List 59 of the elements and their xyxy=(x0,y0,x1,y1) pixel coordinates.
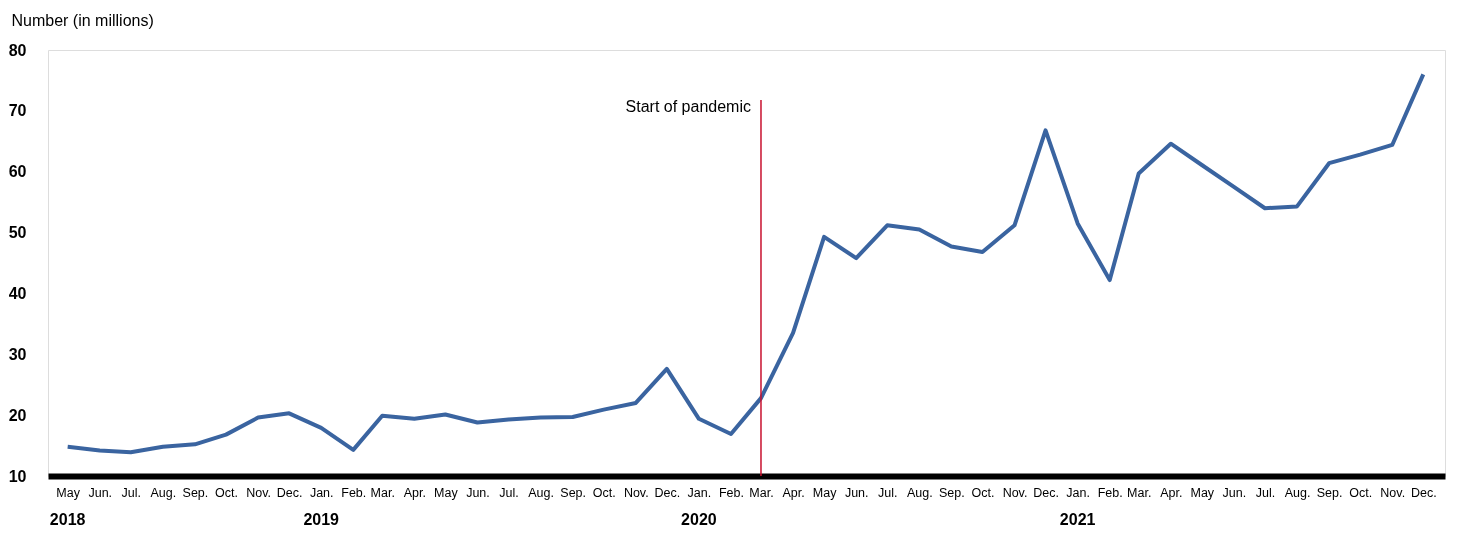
x-tick-label: Aug. xyxy=(906,485,933,500)
y-tick-label: 40 xyxy=(8,284,27,302)
x-tick-label: Jun. xyxy=(88,485,113,500)
x-tick-label: Oct. xyxy=(1349,485,1373,500)
x-tick-label: Sep. xyxy=(560,485,587,500)
x-tick-label: Jul. xyxy=(499,485,519,500)
y-tick-label: 70 xyxy=(8,102,27,120)
x-tick-label: Dec. xyxy=(654,485,681,500)
x-tick-label: Aug. xyxy=(528,485,554,500)
y-tick-label: 80 xyxy=(8,41,27,59)
x-tick-label: Jan. xyxy=(687,485,712,500)
y-tick-label: 20 xyxy=(8,406,27,424)
x-tick-label: Mar. xyxy=(1127,485,1152,500)
y-tick-label: 30 xyxy=(8,345,27,363)
x-tick-label: Nov. xyxy=(1380,485,1406,500)
x-tick-label: Mar. xyxy=(370,485,395,500)
x-tick-label: Oct. xyxy=(215,485,238,500)
x-tick-label: Dec. xyxy=(276,485,303,500)
line-series xyxy=(65,72,1426,455)
text: 2019 xyxy=(303,511,340,528)
x-tick-label: May xyxy=(56,485,81,500)
x-tick-label: Dec. xyxy=(1033,485,1059,500)
x-tick-label: Jul. xyxy=(878,485,898,500)
x-tick-label: Sep. xyxy=(182,485,209,500)
x-tick-label: Jun. xyxy=(844,485,869,500)
y-tick-label: 60 xyxy=(8,163,27,181)
x-tick-label: Apr. xyxy=(403,485,426,500)
x-tick-label: Jul. xyxy=(121,485,142,500)
x-tick-label: Dec. xyxy=(1410,485,1437,500)
x-tick-label: Jun. xyxy=(1222,485,1247,500)
y-tick-label: 50 xyxy=(8,224,27,242)
x-tick-label: Feb. xyxy=(718,485,744,500)
text: 2021 xyxy=(1059,511,1096,528)
y-tick-label: 10 xyxy=(8,467,27,485)
x-tick-label: Jun. xyxy=(466,485,490,500)
ref-line-label: Start of pandemic xyxy=(625,98,751,115)
text: 2020 xyxy=(681,511,717,528)
x-tick-label: Nov. xyxy=(1002,485,1028,500)
x-tick-label: Nov. xyxy=(246,485,271,500)
x-tick-label: May xyxy=(812,485,838,500)
y-axis-title: Number (in millions) xyxy=(11,11,154,29)
x-tick-label: Jan. xyxy=(1066,485,1090,500)
x-tick-label: Aug. xyxy=(150,485,177,500)
x-tick-label: Jul. xyxy=(1255,485,1276,500)
x-tick-label: Apr. xyxy=(782,485,805,500)
x-tick-label: May xyxy=(1190,485,1215,500)
x-tick-label: Sep. xyxy=(939,485,965,500)
x-tick-label: Sep. xyxy=(1316,485,1343,500)
x-tick-label: Jan. xyxy=(309,485,334,500)
x-tick-label: Oct. xyxy=(971,485,995,500)
x-tick-label: Feb. xyxy=(341,485,367,500)
x-tick-label: Aug. xyxy=(1284,485,1311,500)
x-tick-label: Nov. xyxy=(623,485,649,500)
x-tick-label: Apr. xyxy=(1160,485,1183,500)
x-tick-label: May xyxy=(434,485,459,500)
x-tick-label: Oct. xyxy=(592,485,616,500)
x-tick-label: Feb. xyxy=(1097,485,1123,500)
x-tick-label: Mar. xyxy=(749,485,774,500)
text: 2018 xyxy=(49,511,86,528)
